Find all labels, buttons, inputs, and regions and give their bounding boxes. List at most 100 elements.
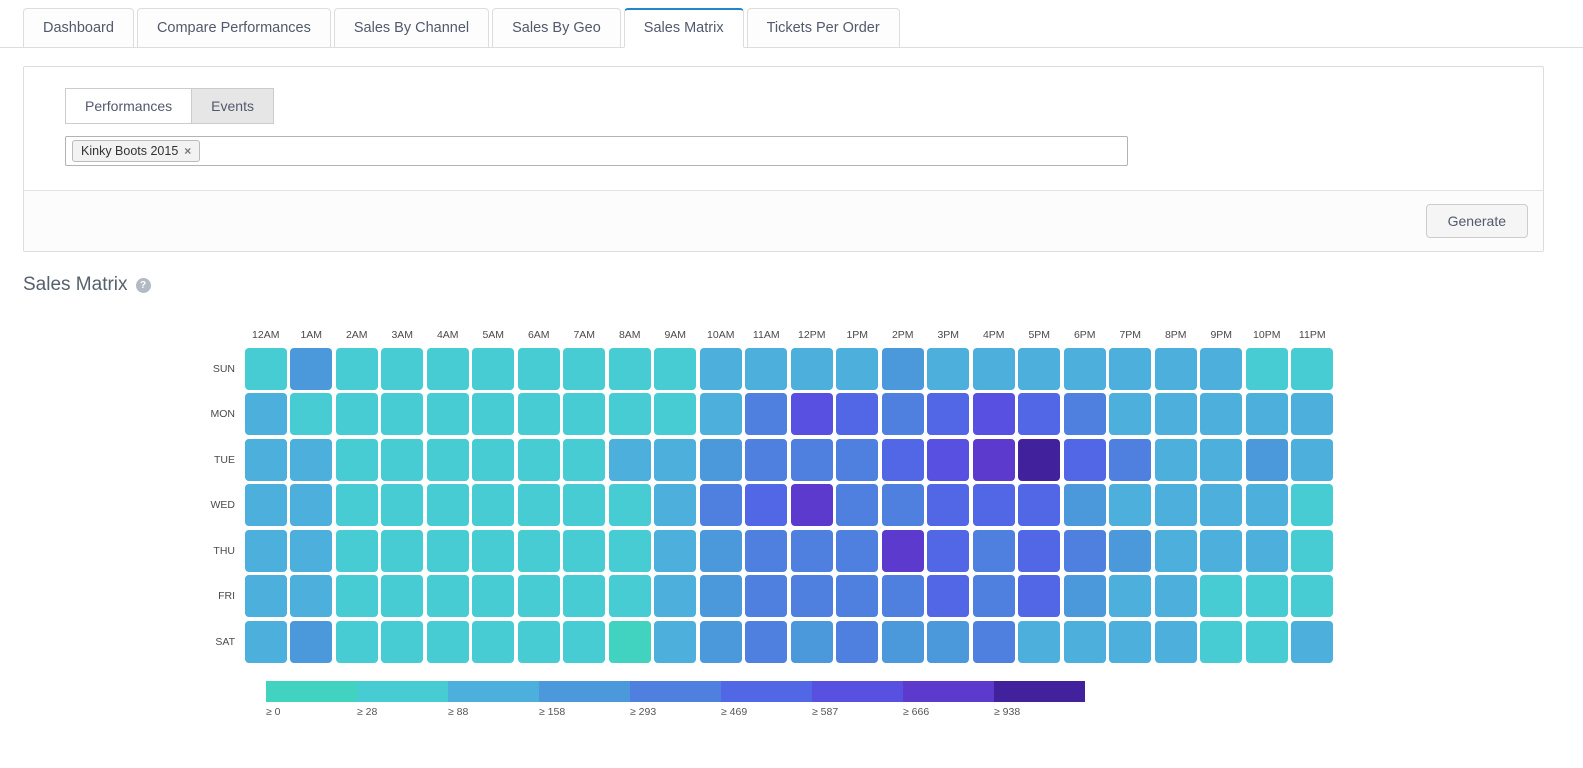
heatmap-cell-fri-6pm[interactable] xyxy=(1062,574,1108,620)
heatmap-cell-sun-11pm[interactable] xyxy=(1290,346,1336,392)
heatmap-cell-wed-9am[interactable] xyxy=(653,483,699,529)
heatmap-cell-thu-3am[interactable] xyxy=(380,528,426,574)
heatmap-cell-sun-10am[interactable] xyxy=(698,346,744,392)
heatmap-cell-sun-3pm[interactable] xyxy=(926,346,972,392)
tab-tickets-per-order[interactable]: Tickets Per Order xyxy=(746,8,900,48)
tab-sales-matrix[interactable]: Sales Matrix xyxy=(623,8,744,48)
heatmap-cell-sun-1am[interactable] xyxy=(289,346,335,392)
heatmap-cell-wed-9pm[interactable] xyxy=(1199,483,1245,529)
heatmap-cell-sat-4pm[interactable] xyxy=(971,619,1017,665)
heatmap-cell-mon-7pm[interactable] xyxy=(1108,392,1154,438)
heatmap-cell-thu-10am[interactable] xyxy=(698,528,744,574)
heatmap-cell-fri-10am[interactable] xyxy=(698,574,744,620)
heatmap-cell-wed-4am[interactable] xyxy=(425,483,471,529)
heatmap-cell-sun-3am[interactable] xyxy=(380,346,426,392)
heatmap-cell-mon-1am[interactable] xyxy=(289,392,335,438)
heatmap-cell-thu-12pm[interactable] xyxy=(789,528,835,574)
heatmap-cell-wed-6am[interactable] xyxy=(516,483,562,529)
heatmap-cell-tue-9am[interactable] xyxy=(653,437,699,483)
heatmap-cell-sat-6pm[interactable] xyxy=(1062,619,1108,665)
heatmap-cell-wed-7pm[interactable] xyxy=(1108,483,1154,529)
heatmap-cell-sun-2am[interactable] xyxy=(334,346,380,392)
heatmap-cell-sat-3am[interactable] xyxy=(380,619,426,665)
heatmap-cell-sun-2pm[interactable] xyxy=(880,346,926,392)
heatmap-cell-sun-7pm[interactable] xyxy=(1108,346,1154,392)
heatmap-cell-sun-5am[interactable] xyxy=(471,346,517,392)
heatmap-cell-tue-2am[interactable] xyxy=(334,437,380,483)
heatmap-cell-fri-8pm[interactable] xyxy=(1153,574,1199,620)
heatmap-cell-tue-12am[interactable] xyxy=(243,437,289,483)
heatmap-cell-fri-9pm[interactable] xyxy=(1199,574,1245,620)
heatmap-cell-tue-4pm[interactable] xyxy=(971,437,1017,483)
heatmap-cell-sat-11am[interactable] xyxy=(744,619,790,665)
heatmap-cell-tue-1pm[interactable] xyxy=(835,437,881,483)
tab-sales-by-channel[interactable]: Sales By Channel xyxy=(333,8,490,48)
heatmap-cell-sun-12pm[interactable] xyxy=(789,346,835,392)
heatmap-cell-tue-10am[interactable] xyxy=(698,437,744,483)
heatmap-cell-tue-7am[interactable] xyxy=(562,437,608,483)
heatmap-cell-wed-10am[interactable] xyxy=(698,483,744,529)
heatmap-cell-wed-3pm[interactable] xyxy=(926,483,972,529)
heatmap-cell-sun-8pm[interactable] xyxy=(1153,346,1199,392)
heatmap-cell-tue-9pm[interactable] xyxy=(1199,437,1245,483)
heatmap-cell-mon-6am[interactable] xyxy=(516,392,562,438)
heatmap-cell-tue-2pm[interactable] xyxy=(880,437,926,483)
heatmap-cell-thu-2pm[interactable] xyxy=(880,528,926,574)
heatmap-cell-thu-11am[interactable] xyxy=(744,528,790,574)
heatmap-cell-wed-3am[interactable] xyxy=(380,483,426,529)
heatmap-cell-mon-12am[interactable] xyxy=(243,392,289,438)
heatmap-cell-tue-11am[interactable] xyxy=(744,437,790,483)
heatmap-cell-wed-2am[interactable] xyxy=(334,483,380,529)
heatmap-cell-wed-1pm[interactable] xyxy=(835,483,881,529)
heatmap-cell-fri-3pm[interactable] xyxy=(926,574,972,620)
event-select-input[interactable]: Kinky Boots 2015 × xyxy=(65,136,1128,166)
heatmap-cell-thu-4am[interactable] xyxy=(425,528,471,574)
heatmap-cell-tue-5am[interactable] xyxy=(471,437,517,483)
heatmap-cell-fri-2pm[interactable] xyxy=(880,574,926,620)
heatmap-cell-wed-8pm[interactable] xyxy=(1153,483,1199,529)
heatmap-cell-tue-12pm[interactable] xyxy=(789,437,835,483)
heatmap-cell-mon-6pm[interactable] xyxy=(1062,392,1108,438)
heatmap-cell-fri-12pm[interactable] xyxy=(789,574,835,620)
heatmap-cell-thu-3pm[interactable] xyxy=(926,528,972,574)
heatmap-cell-sat-11pm[interactable] xyxy=(1290,619,1336,665)
heatmap-cell-sun-7am[interactable] xyxy=(562,346,608,392)
heatmap-cell-thu-8pm[interactable] xyxy=(1153,528,1199,574)
heatmap-cell-tue-1am[interactable] xyxy=(289,437,335,483)
heatmap-cell-fri-1am[interactable] xyxy=(289,574,335,620)
heatmap-cell-mon-5pm[interactable] xyxy=(1017,392,1063,438)
heatmap-cell-mon-8am[interactable] xyxy=(607,392,653,438)
heatmap-cell-wed-6pm[interactable] xyxy=(1062,483,1108,529)
heatmap-cell-mon-3pm[interactable] xyxy=(926,392,972,438)
heatmap-cell-sat-9pm[interactable] xyxy=(1199,619,1245,665)
tab-dashboard[interactable]: Dashboard xyxy=(23,8,134,48)
heatmap-cell-thu-6pm[interactable] xyxy=(1062,528,1108,574)
heatmap-cell-tue-10pm[interactable] xyxy=(1244,437,1290,483)
tab-sales-by-geo[interactable]: Sales By Geo xyxy=(492,8,621,48)
heatmap-cell-sun-6am[interactable] xyxy=(516,346,562,392)
heatmap-cell-wed-1am[interactable] xyxy=(289,483,335,529)
heatmap-cell-sun-4am[interactable] xyxy=(425,346,471,392)
heatmap-cell-thu-7am[interactable] xyxy=(562,528,608,574)
heatmap-cell-sun-11am[interactable] xyxy=(744,346,790,392)
heatmap-cell-tue-5pm[interactable] xyxy=(1017,437,1063,483)
heatmap-cell-mon-4pm[interactable] xyxy=(971,392,1017,438)
heatmap-cell-fri-1pm[interactable] xyxy=(835,574,881,620)
heatmap-cell-sat-12am[interactable] xyxy=(243,619,289,665)
heatmap-cell-fri-11pm[interactable] xyxy=(1290,574,1336,620)
remove-tag-icon[interactable]: × xyxy=(184,144,192,158)
heatmap-cell-tue-3pm[interactable] xyxy=(926,437,972,483)
heatmap-cell-wed-8am[interactable] xyxy=(607,483,653,529)
heatmap-cell-sun-5pm[interactable] xyxy=(1017,346,1063,392)
heatmap-cell-tue-3am[interactable] xyxy=(380,437,426,483)
heatmap-cell-sat-2am[interactable] xyxy=(334,619,380,665)
heatmap-cell-wed-4pm[interactable] xyxy=(971,483,1017,529)
heatmap-cell-fri-11am[interactable] xyxy=(744,574,790,620)
heatmap-cell-mon-11pm[interactable] xyxy=(1290,392,1336,438)
heatmap-cell-sat-8pm[interactable] xyxy=(1153,619,1199,665)
heatmap-cell-tue-6am[interactable] xyxy=(516,437,562,483)
heatmap-cell-sun-9pm[interactable] xyxy=(1199,346,1245,392)
heatmap-cell-wed-5am[interactable] xyxy=(471,483,517,529)
heatmap-cell-thu-7pm[interactable] xyxy=(1108,528,1154,574)
heatmap-cell-sat-5am[interactable] xyxy=(471,619,517,665)
